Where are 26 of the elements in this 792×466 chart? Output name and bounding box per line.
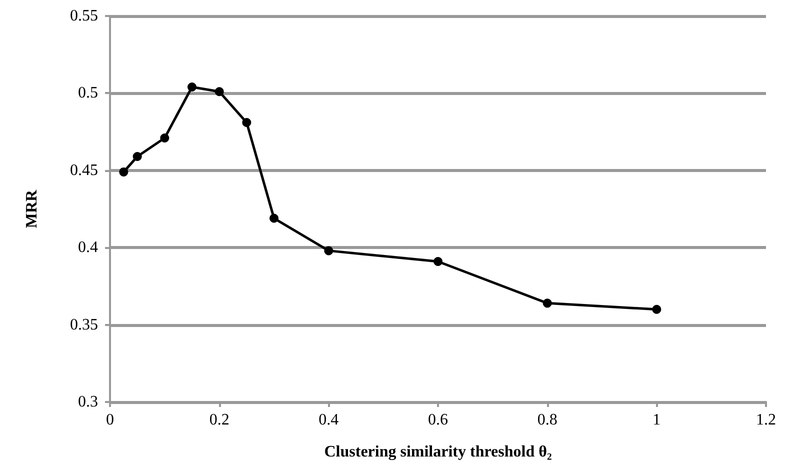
point [434,257,442,266]
x-tick-label: 0.8 [537,412,558,428]
y-tick-label: 0.3 [78,394,98,410]
y-tick-label: 0.55 [70,8,98,24]
point [242,118,252,128]
y-tick-label: 0.45 [70,162,98,179]
x-tick-label: 0.2 [209,412,230,428]
y-tick-label: 0.4 [78,239,98,256]
point [188,82,196,92]
point [119,167,128,176]
y-tick-label: 0.5 [78,84,98,102]
x-tick-label: 0.6 [428,412,448,428]
point [132,152,142,161]
x-axis-title: Clustering similarity threshold θ₂ [324,444,552,460]
point [160,133,170,142]
point [652,304,662,314]
x-tick-label: 1 [652,412,661,428]
x-tick-label: 0 [106,412,114,428]
y-axis-title: MRR [24,189,40,228]
point [324,246,334,256]
point [542,298,552,308]
point [270,214,278,223]
x-tick-label: 0.4 [318,412,339,428]
point [214,87,224,96]
x-tick-label: 1.2 [756,412,776,428]
y-tick-label: 0.35 [70,316,98,334]
